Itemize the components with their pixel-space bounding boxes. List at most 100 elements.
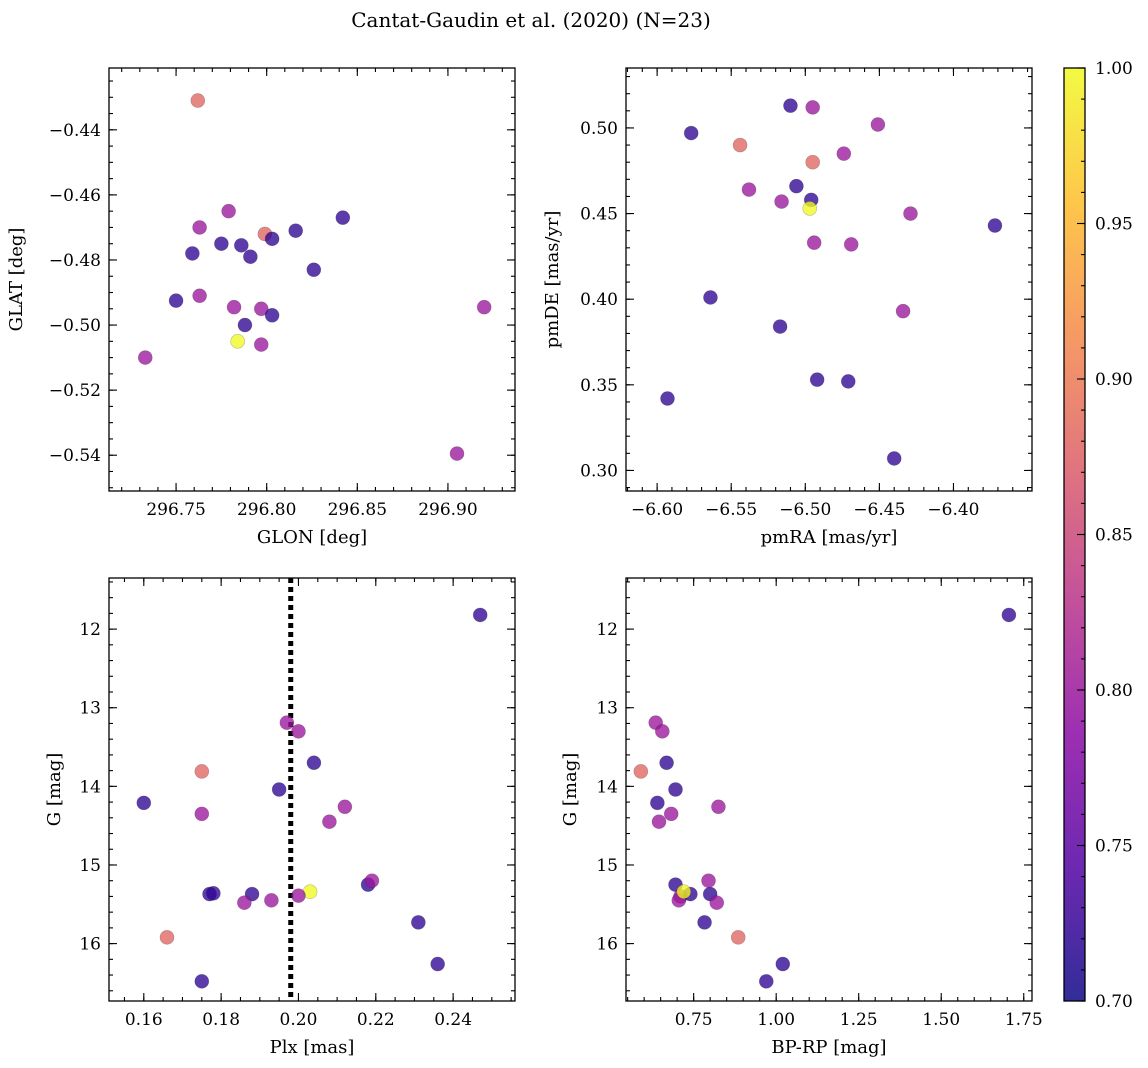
data-point <box>789 178 804 194</box>
data-point <box>322 814 337 830</box>
y-tick-label: −0.54 <box>49 446 101 466</box>
data-point <box>809 372 825 387</box>
x-axis-label: Plx [mas] <box>270 1037 355 1058</box>
y-tick-label: 16 <box>79 935 101 955</box>
data-point <box>774 194 789 209</box>
y-tick-label: 12 <box>596 620 618 640</box>
data-point <box>288 223 303 238</box>
data-point <box>335 210 351 225</box>
x-tick-label: 0.16 <box>125 1010 163 1030</box>
colorbar: 0.70 0.75 0.80 0.85 0.90 0.95 1.00 <box>1063 59 1133 1012</box>
axes-frame <box>625 67 1033 492</box>
data-point <box>472 607 488 623</box>
data-point <box>772 319 788 334</box>
y-axis-label: GLAT [deg] <box>6 228 27 332</box>
data-point <box>234 238 249 253</box>
data-point <box>291 888 306 903</box>
data-point <box>243 249 258 265</box>
y-tick-label: 14 <box>79 777 101 797</box>
data-point <box>230 334 245 349</box>
data-point <box>214 236 229 252</box>
data-point <box>697 915 712 930</box>
y-tick-label: −0.52 <box>49 381 101 401</box>
data-point <box>137 350 153 365</box>
data-point <box>264 893 279 908</box>
panel-parallax-magnitude: 0.16 0.18 0.20 0.22 0.24 12 13 14 15 16 Plx [mas] G… <box>44 577 516 1058</box>
data-point <box>253 301 269 317</box>
x-axis-label: pmRA [mas/yr] <box>761 527 898 548</box>
colorbar-tick-label: 0.90 <box>1095 370 1133 390</box>
data-point <box>1001 607 1017 623</box>
data-point <box>192 220 207 235</box>
colorbar-frame <box>1063 67 1086 1002</box>
data-point <box>136 795 152 811</box>
data-point <box>364 873 380 889</box>
data-point <box>987 218 1003 233</box>
data-point <box>732 137 748 153</box>
data-point <box>683 125 699 141</box>
data-point <box>676 884 692 900</box>
data-point <box>159 930 175 945</box>
x-tick-label: 296.90 <box>418 500 477 520</box>
x-tick-label: 296.85 <box>328 500 387 520</box>
y-tick-label: 12 <box>79 620 101 640</box>
axes-frame <box>108 67 516 492</box>
data-point <box>271 782 287 797</box>
data-point <box>168 293 184 308</box>
y-tick-label: −0.50 <box>49 316 101 336</box>
x-tick-label: 0.22 <box>357 1010 395 1030</box>
y-axis-label: G [mag] <box>560 753 581 826</box>
colorbar-tick-label: 0.70 <box>1095 992 1133 1012</box>
data-point <box>264 307 280 323</box>
data-point <box>903 206 918 221</box>
data-point <box>709 895 725 911</box>
data-point <box>870 117 886 132</box>
data-point <box>886 451 902 466</box>
x-tick-label: −6.45 <box>853 500 905 520</box>
data-point <box>775 956 791 972</box>
data-point <box>703 290 718 305</box>
data-point <box>291 724 306 739</box>
data-point <box>194 974 210 989</box>
colorbar-tick-label: 0.75 <box>1095 837 1133 857</box>
data-point <box>650 795 665 811</box>
x-tick-label: −6.40 <box>927 500 979 520</box>
y-axis-label: pmDE [mas/yr] <box>542 211 563 349</box>
x-tick-label: 1.50 <box>922 1010 960 1030</box>
panel-glon-glat: 296.75 296.80 296.85 296.90 −0.44 −0.46 −0.48 −… <box>6 67 516 548</box>
panel-color-magnitude: 0.75 1.00 1.25 1.50 1.75 12 13 14 15 16 BP-RP [mag… <box>560 577 1043 1058</box>
data-point <box>659 755 674 771</box>
data-point <box>651 814 667 830</box>
data-point <box>253 337 269 352</box>
y-tick-label: −0.46 <box>49 186 101 206</box>
y-tick-label: 13 <box>596 699 618 719</box>
data-point <box>806 235 822 250</box>
axes-frame <box>625 577 1033 1002</box>
data-point <box>185 246 200 261</box>
data-point <box>192 288 207 304</box>
data-point <box>190 93 206 108</box>
x-tick-label: 296.75 <box>146 500 205 520</box>
data-point <box>802 201 818 216</box>
data-point <box>805 154 821 170</box>
data-point <box>449 446 465 461</box>
x-axis-label: BP-RP [mag] <box>771 1037 886 1058</box>
y-tick-label: 16 <box>596 935 618 955</box>
data-point <box>711 799 726 815</box>
data-point <box>758 974 774 989</box>
colorbar-tick-label: 1.00 <box>1095 59 1133 79</box>
data-point <box>264 231 280 247</box>
data-point <box>237 895 252 911</box>
data-point <box>663 806 679 822</box>
y-tick-label: 15 <box>596 856 618 876</box>
data-point <box>306 262 322 278</box>
colorbar-tick-label: 0.95 <box>1095 215 1133 235</box>
y-tick-label: 14 <box>596 777 618 797</box>
data-point <box>226 299 242 315</box>
data-point <box>730 930 746 945</box>
x-tick-label: 296.80 <box>237 500 296 520</box>
y-tick-label: 0.45 <box>580 205 618 225</box>
data-point <box>237 317 253 333</box>
y-tick-label: 13 <box>79 699 101 719</box>
